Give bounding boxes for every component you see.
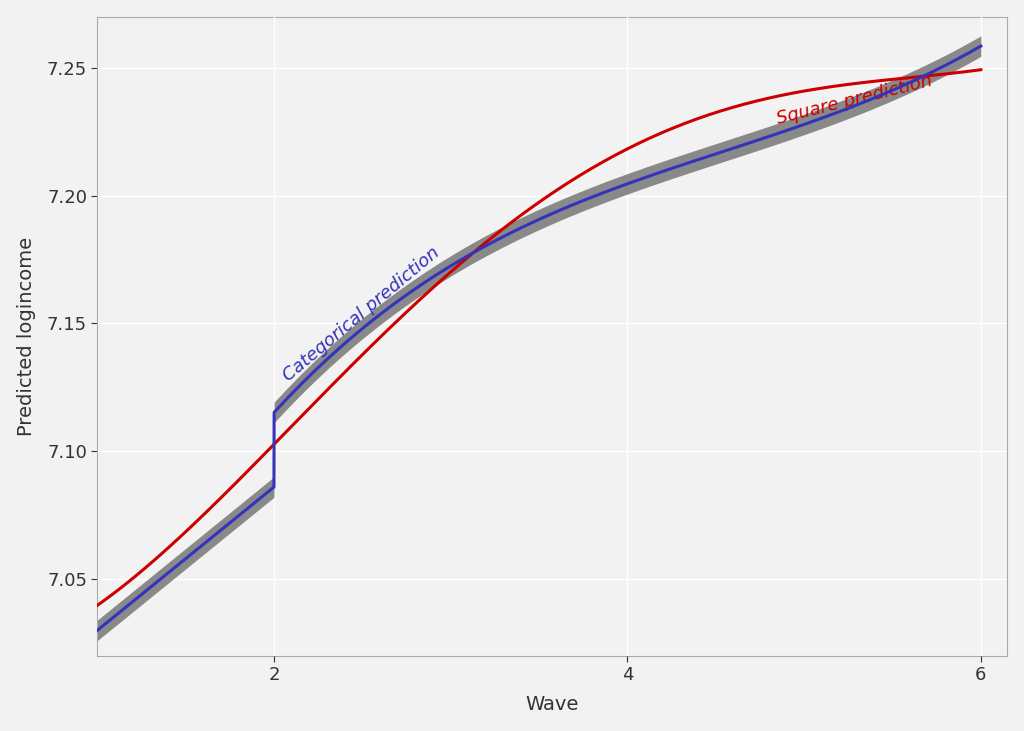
- Text: Square prediction: Square prediction: [774, 72, 934, 128]
- Y-axis label: Predicted logincome: Predicted logincome: [16, 237, 36, 436]
- X-axis label: Wave: Wave: [525, 695, 580, 714]
- Text: Categorical prediction: Categorical prediction: [280, 244, 443, 385]
